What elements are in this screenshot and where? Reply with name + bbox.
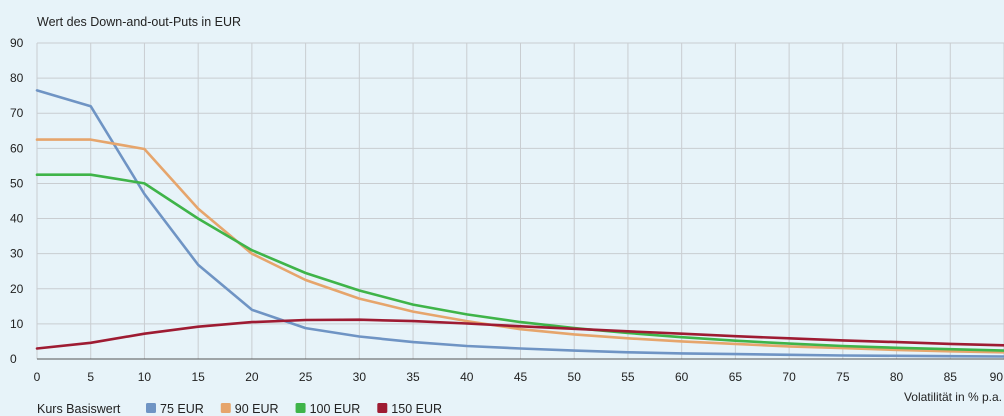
x-tick-label: 60 xyxy=(675,370,689,384)
y-tick-label: 70 xyxy=(10,106,24,120)
legend-swatch xyxy=(295,403,306,413)
x-tick-label: 0 xyxy=(34,370,41,384)
y-tick-label: 80 xyxy=(10,71,24,85)
legend-swatch xyxy=(146,403,156,413)
x-tick-label: 35 xyxy=(406,370,420,384)
series-line-100-eur xyxy=(35,173,1004,352)
chart-title: Wert des Down-and-out-Puts in EUR xyxy=(37,15,241,29)
legend-label: 100 EUR xyxy=(310,402,361,416)
legend-label: 150 EUR xyxy=(391,402,442,416)
y-tick-label: 20 xyxy=(10,282,24,296)
y-tick-label: 90 xyxy=(10,36,24,50)
x-tick-label: 90 xyxy=(990,370,1004,384)
x-tick-label: 75 xyxy=(836,370,850,384)
y-tick-label: 0 xyxy=(10,352,17,366)
legend-swatch xyxy=(377,403,388,413)
y-tick-label: 10 xyxy=(10,317,24,331)
legend: Kurs Basiswert 75 EUR 90 EUR 100 EUR 150 EU… xyxy=(37,402,442,416)
x-tick-label: 65 xyxy=(729,370,743,384)
x-tick-label: 15 xyxy=(191,370,205,384)
series-line-75-eur xyxy=(35,89,1004,358)
legend-label: 75 EUR xyxy=(160,402,204,416)
x-tick-label: 20 xyxy=(245,370,259,384)
legend-label: 90 EUR xyxy=(235,402,279,416)
series-lines xyxy=(35,89,1004,358)
grid xyxy=(36,42,1004,360)
y-tick-label: 30 xyxy=(10,247,24,261)
x-tick-label: 30 xyxy=(353,370,367,384)
x-tick-label: 5 xyxy=(87,370,94,384)
series-line-150-eur xyxy=(35,318,1004,350)
x-tick-label: 80 xyxy=(890,370,904,384)
x-axis-ticks: 0 5 10 15 20 25 30 35 40 45 50 55 60 65 70 75 80 85 90 xyxy=(34,370,1004,384)
x-tick-label: 10 xyxy=(138,370,152,384)
x-tick-label: 55 xyxy=(621,370,635,384)
x-axis-label: Volatilität in % p.a. xyxy=(904,390,1002,404)
x-tick-label: 50 xyxy=(568,370,582,384)
x-tick-label: 85 xyxy=(944,370,958,384)
x-tick-label: 25 xyxy=(299,370,313,384)
x-tick-label: 70 xyxy=(782,370,796,384)
y-tick-label: 50 xyxy=(10,176,24,190)
legend-title: Kurs Basiswert xyxy=(37,402,121,416)
series-line-90-eur xyxy=(35,138,1004,354)
legend-swatch xyxy=(220,403,231,413)
y-tick-label: 40 xyxy=(10,212,24,226)
y-axis-ticks: 0 10 20 30 40 50 60 70 80 90 xyxy=(10,36,24,366)
x-tick-label: 45 xyxy=(514,370,528,384)
x-tick-label: 40 xyxy=(460,370,474,384)
y-tick-label: 60 xyxy=(10,141,24,155)
